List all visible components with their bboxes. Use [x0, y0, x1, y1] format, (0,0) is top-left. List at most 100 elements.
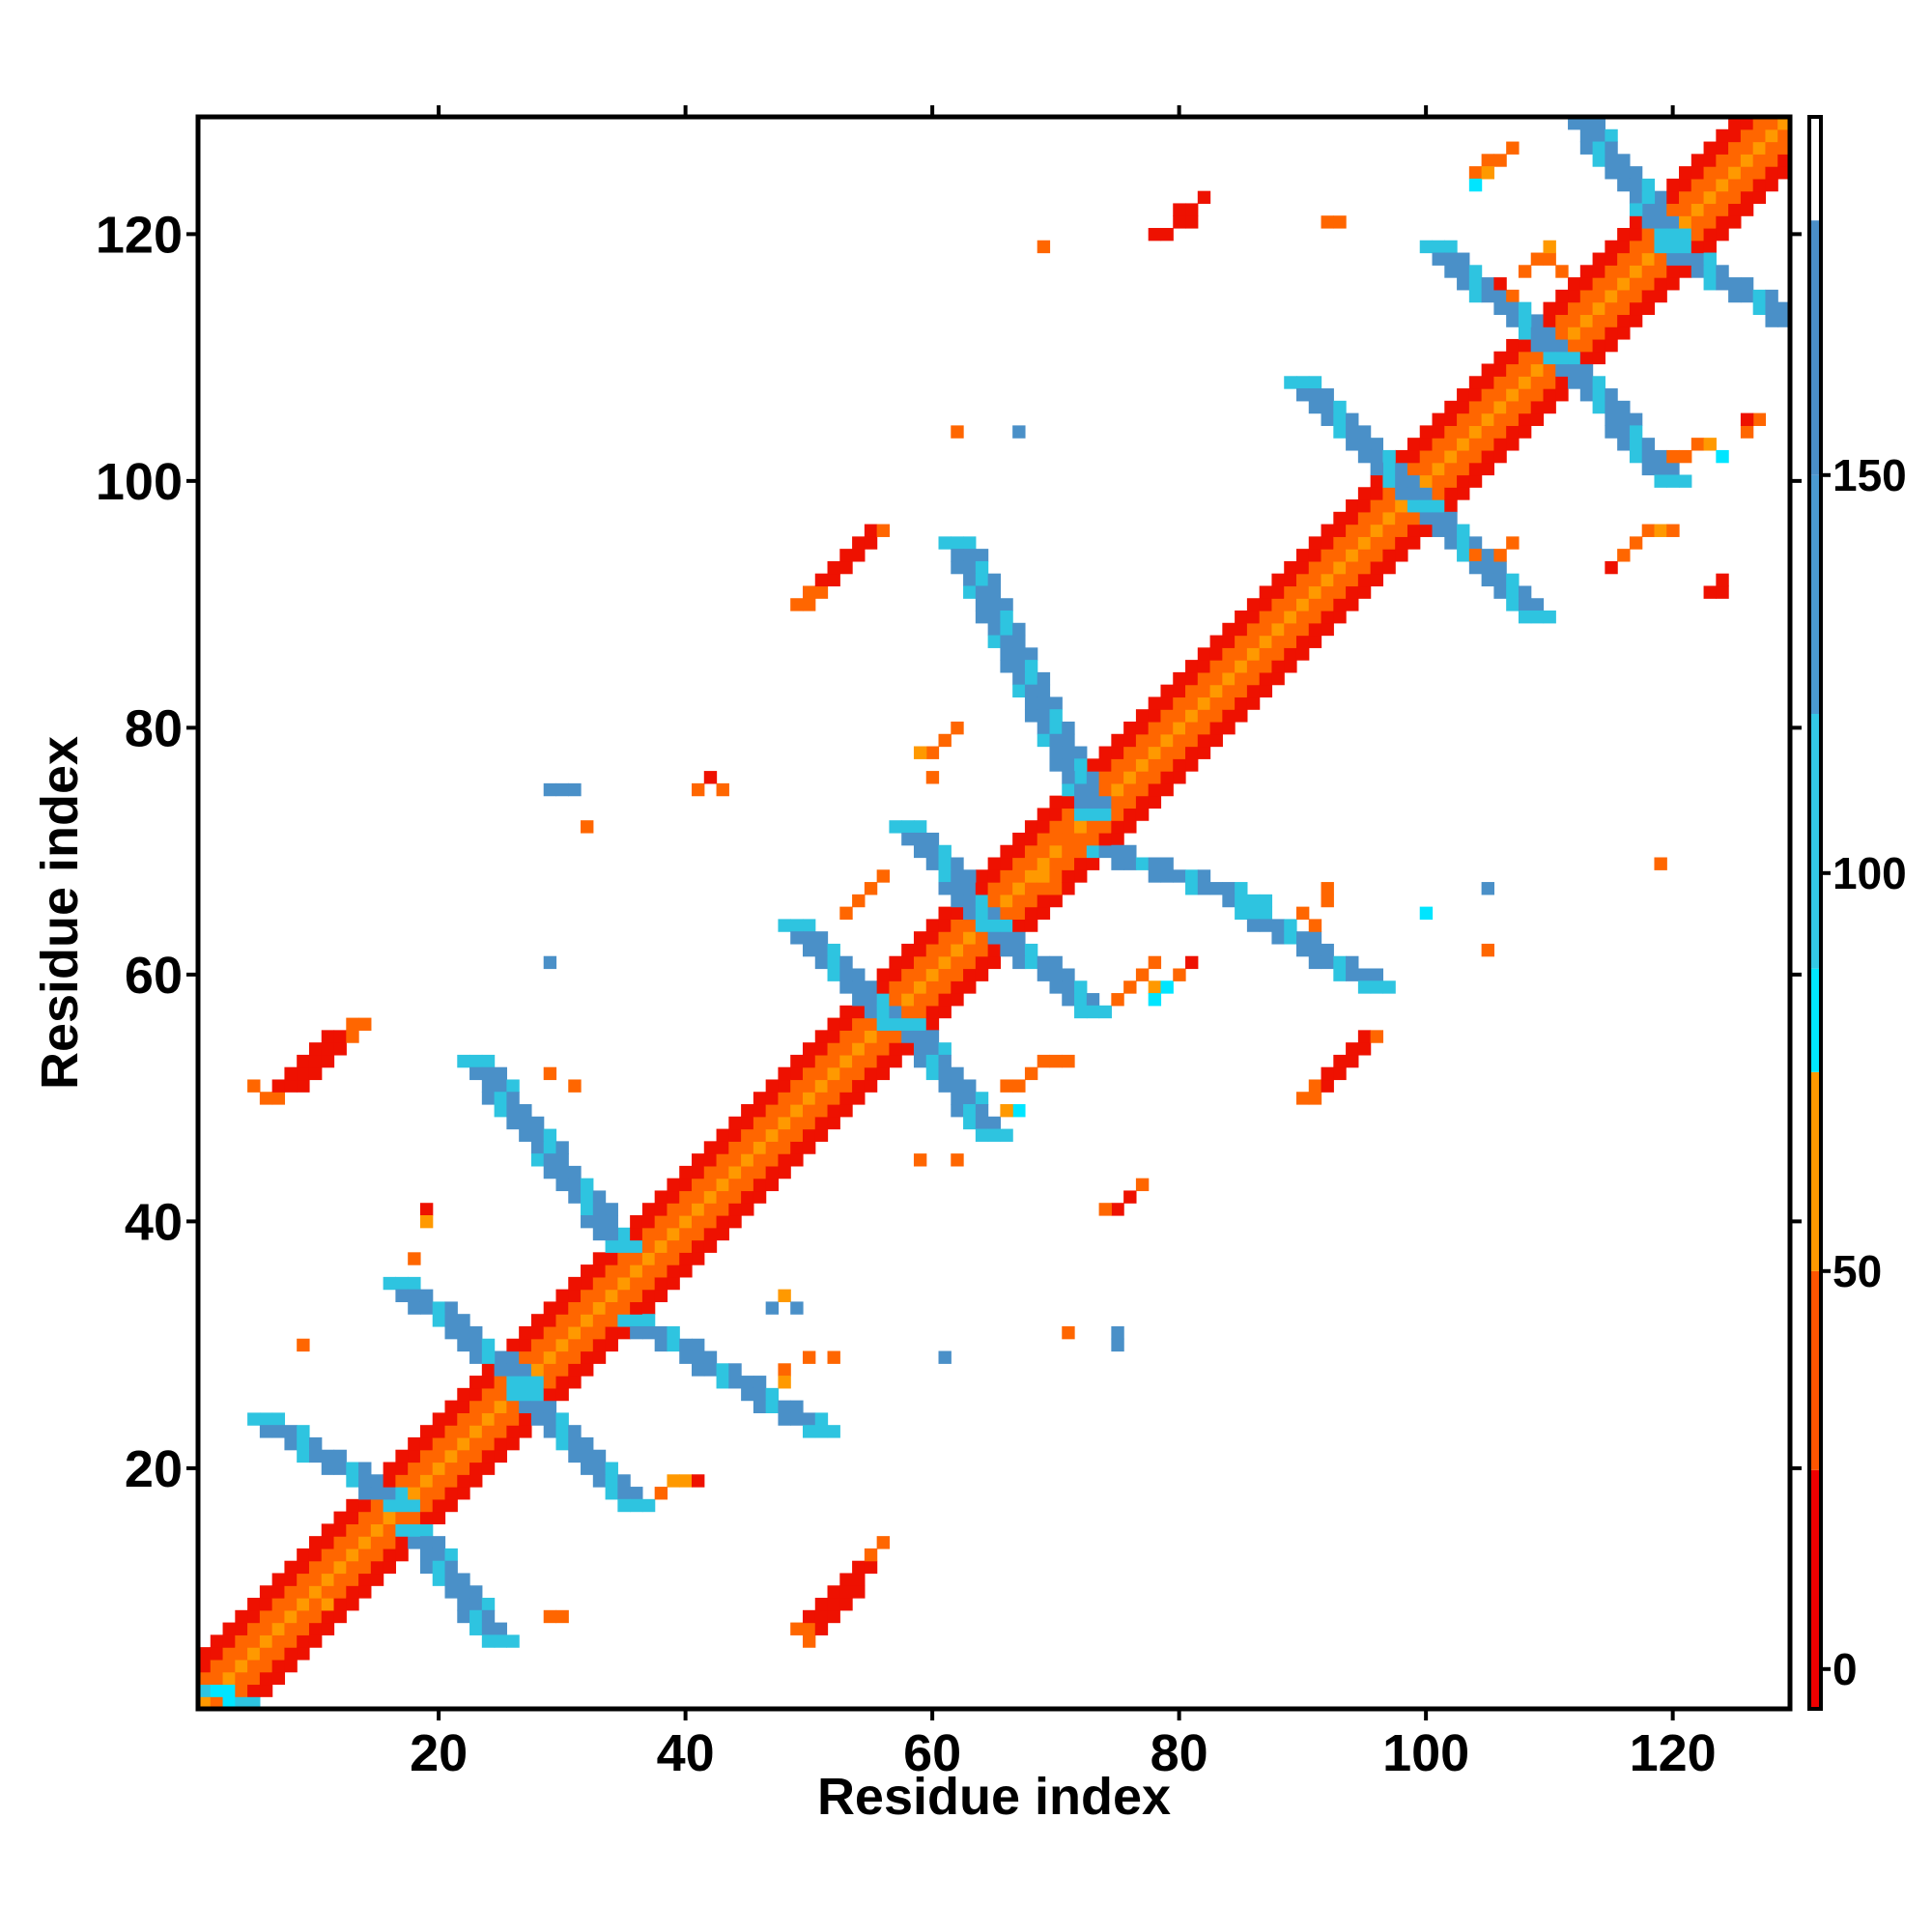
heatmap-cell [963, 919, 977, 932]
heatmap-cell [951, 560, 964, 575]
heatmap-cell [716, 1214, 729, 1229]
heatmap-cell [827, 1104, 840, 1118]
heatmap-cell [951, 1153, 964, 1167]
heatmap-cell [1506, 351, 1520, 365]
heatmap-cell [370, 1536, 384, 1549]
heatmap-cell [1049, 733, 1063, 748]
heatmap-cell [987, 943, 1001, 957]
heatmap-cell [1074, 808, 1088, 821]
heatmap-cell [864, 1030, 878, 1043]
heatmap-cell [1012, 869, 1026, 883]
heatmap-cell [408, 1276, 421, 1291]
heatmap-cell [1765, 301, 1778, 316]
heatmap-cell [222, 1696, 236, 1710]
heatmap-cell [1346, 524, 1359, 537]
heatmap-cell [605, 1325, 618, 1340]
heatmap-cell [308, 1560, 323, 1575]
heatmap-cell [654, 1338, 668, 1352]
heatmap-cell [481, 1054, 496, 1068]
heatmap-cell [543, 782, 557, 797]
heatmap-cell [667, 1227, 680, 1241]
heatmap-cell [1605, 338, 1618, 353]
heatmap-cell [469, 1338, 483, 1352]
heatmap-cell [259, 1598, 273, 1611]
heatmap-cell [1752, 301, 1767, 316]
heatmap-cell [1037, 696, 1051, 710]
heatmap-cell [543, 955, 557, 970]
heatmap-cell [581, 1264, 594, 1278]
heatmap-cell [1222, 709, 1236, 723]
heatmap-cell [1024, 1066, 1038, 1081]
heatmap-cell [432, 1449, 446, 1463]
heatmap-cell [852, 549, 866, 562]
heatmap-cell [938, 869, 952, 883]
heatmap-cell [1259, 622, 1273, 637]
heatmap-cell [1135, 746, 1150, 759]
heatmap-cell [581, 1190, 594, 1204]
heatmap-cell [1086, 993, 1100, 1007]
heatmap-cell [1432, 438, 1445, 451]
heatmap-cell [1641, 449, 1656, 464]
heatmap-cell [494, 1363, 507, 1377]
heatmap-cell [703, 1350, 718, 1364]
heatmap-cell [1111, 771, 1124, 784]
heatmap-cell [1506, 301, 1520, 316]
heatmap-cell [1222, 882, 1236, 895]
heatmap-cell [1246, 611, 1261, 624]
y-axis-label: Residue index [31, 736, 89, 1090]
heatmap-cell [1012, 671, 1026, 686]
heatmap-cell [1333, 598, 1347, 611]
heatmap-cell [247, 1647, 261, 1661]
heatmap-cell [1000, 844, 1013, 859]
heatmap-cell [1765, 141, 1778, 155]
heatmap-cell [581, 1350, 594, 1364]
heatmap-cell [210, 1684, 224, 1697]
heatmap-cell [790, 1066, 804, 1081]
heatmap-cell [692, 1474, 705, 1488]
heatmap-cell [728, 1165, 742, 1179]
heatmap-cell [617, 1474, 631, 1488]
heatmap-cell [913, 943, 927, 957]
heatmap-cell [519, 1376, 532, 1389]
heatmap-cell [432, 1301, 446, 1315]
heatmap-cell [333, 1523, 347, 1537]
heatmap-cell [617, 1239, 631, 1253]
heatmap-cell [889, 980, 902, 994]
heatmap-cell [753, 1153, 767, 1167]
heatmap-cell [1062, 746, 1075, 759]
heatmap-cell [1468, 289, 1483, 303]
heatmap-cell [469, 1598, 483, 1611]
heatmap-cell [1579, 388, 1594, 402]
heatmap-cell [1530, 598, 1545, 611]
heatmap-cell [1357, 980, 1372, 994]
heatmap-cell [765, 1079, 780, 1093]
heatmap-cell [1444, 265, 1458, 278]
heatmap-cell [432, 1487, 446, 1500]
heatmap-cell [741, 1190, 754, 1204]
heatmap-cell [592, 1449, 607, 1463]
heatmap-cell [827, 1017, 840, 1031]
heatmap-cell [1493, 289, 1507, 303]
heatmap-cell [741, 1104, 754, 1118]
heatmap-cell [1000, 598, 1013, 611]
heatmap-cell [481, 1338, 496, 1352]
heatmap-cell [444, 1487, 458, 1500]
heatmap-cell [1605, 388, 1618, 402]
heatmap-cell [1333, 1066, 1347, 1081]
heatmap-cell [1579, 376, 1594, 389]
heatmap-cell [259, 1647, 273, 1661]
heatmap-cell [1641, 524, 1656, 537]
heatmap-cell [889, 1005, 902, 1019]
heatmap-cell [1740, 117, 1754, 130]
heatmap-cell [1666, 277, 1680, 291]
heatmap-cell [1209, 733, 1223, 748]
heatmap-cell [1049, 882, 1063, 895]
heatmap-cell [951, 906, 964, 920]
heatmap-cell [889, 968, 902, 981]
heatmap-cell [1284, 573, 1297, 587]
heatmap-cell [444, 1585, 458, 1599]
heatmap-cell [913, 844, 927, 859]
heatmap-cell [543, 1376, 557, 1389]
heatmap-cell [1357, 968, 1372, 981]
